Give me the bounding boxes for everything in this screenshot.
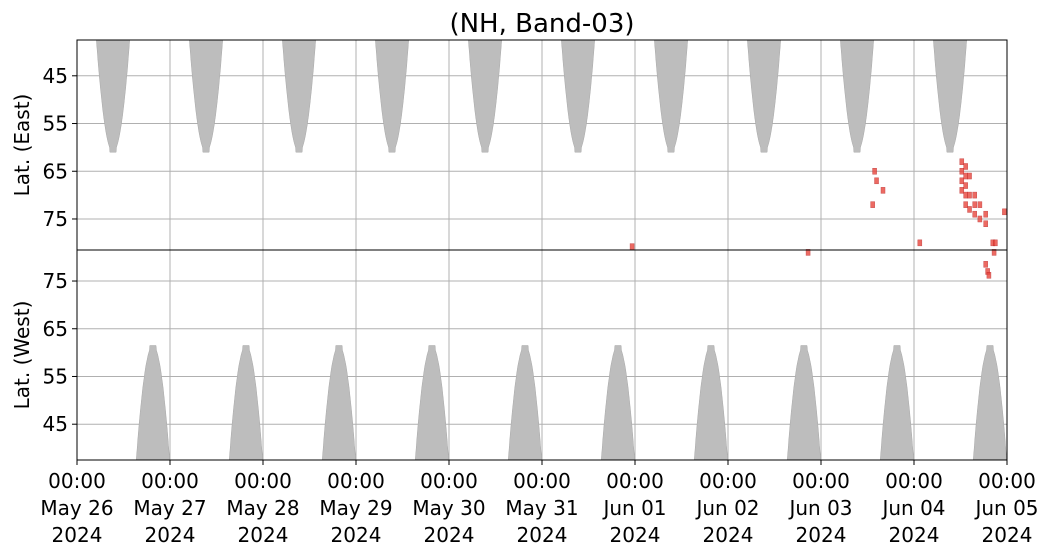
coverage-gap	[189, 39, 223, 153]
x-tick-label: 00:00	[420, 469, 478, 493]
coverage-gap	[375, 39, 409, 153]
coverage-gap	[880, 345, 914, 461]
x-tick-label: May 28	[226, 496, 299, 520]
event	[967, 172, 972, 180]
x-tick-label: 2024	[796, 523, 847, 547]
event	[983, 261, 988, 268]
y-tick-label: 65	[43, 159, 68, 183]
coverage-gap	[973, 345, 1007, 461]
x-tick-label: 2024	[424, 523, 475, 547]
x-tick-label: 2024	[52, 523, 103, 547]
x-tick-label: 00:00	[978, 469, 1036, 493]
event	[963, 191, 968, 199]
x-tick-label: Jun 04	[880, 496, 945, 520]
x-tick-label: Jun 05	[973, 496, 1038, 520]
event	[872, 168, 877, 175]
event	[629, 243, 635, 250]
coverage-gap	[96, 39, 130, 153]
coverage-gap	[282, 39, 316, 153]
event	[917, 239, 923, 247]
event	[967, 206, 972, 213]
x-tick-label: 00:00	[885, 469, 943, 493]
coverage-gap	[933, 39, 967, 153]
x-tick-label: 00:00	[513, 469, 571, 493]
event	[983, 210, 988, 218]
x-tick-label: May 31	[505, 496, 578, 520]
coverage-gap	[229, 345, 263, 461]
coverage-gap	[415, 345, 449, 461]
x-tick-label: May 29	[319, 496, 392, 520]
y-axis-label: Lat. (East)	[10, 94, 34, 197]
event	[986, 272, 992, 279]
coverage-gap	[694, 345, 728, 461]
event	[1002, 208, 1007, 216]
coverage-gap	[136, 345, 170, 461]
x-tick-label: 00:00	[48, 469, 106, 493]
coverage-gap	[508, 345, 542, 461]
event	[972, 201, 977, 208]
chart-title: (NH, Band-03)	[449, 9, 634, 39]
y-tick-label: 45	[43, 412, 68, 436]
event	[963, 172, 968, 180]
event	[959, 187, 965, 194]
event	[874, 177, 879, 185]
x-tick-label: Jun 03	[787, 496, 852, 520]
coverage-gap	[747, 39, 781, 153]
coverage-gap	[601, 345, 635, 461]
x-tick-label: 2024	[703, 523, 754, 547]
y-tick-label: 65	[43, 317, 68, 341]
x-tick-label: May 27	[133, 496, 206, 520]
x-tick-label: 2024	[331, 523, 382, 547]
x-tick-label: 2024	[982, 523, 1033, 547]
y-axis-label: Lat. (West)	[10, 301, 34, 410]
event	[959, 158, 965, 165]
coverage-gap	[322, 345, 356, 461]
event	[993, 239, 998, 247]
x-tick-label: 00:00	[327, 469, 385, 493]
coverage-gap	[468, 39, 502, 153]
event	[880, 187, 886, 194]
y-tick-label: 75	[43, 269, 68, 293]
x-tick-label: 00:00	[792, 469, 850, 493]
x-tick-label: 00:00	[234, 469, 292, 493]
event	[972, 191, 977, 199]
x-tick-label: 2024	[145, 523, 196, 547]
event	[959, 168, 965, 175]
event	[977, 201, 983, 208]
x-tick-label: 2024	[610, 523, 661, 547]
event	[963, 201, 968, 208]
event	[991, 249, 997, 256]
x-tick-label: 2024	[238, 523, 289, 547]
event	[870, 201, 875, 208]
event	[972, 210, 977, 218]
event	[805, 249, 811, 256]
x-tick-label: May 26	[40, 496, 113, 520]
y-tick-label: 55	[43, 112, 68, 136]
event	[963, 163, 968, 170]
x-tick-label: 00:00	[606, 469, 664, 493]
event	[959, 177, 965, 185]
coverage-gap	[840, 39, 874, 153]
x-tick-label: 2024	[517, 523, 568, 547]
x-tick-label: May 30	[412, 496, 485, 520]
coverage-gap	[561, 39, 595, 153]
coverage-gap	[787, 345, 821, 461]
y-tick-label: 75	[43, 207, 68, 231]
event	[967, 191, 972, 199]
x-tick-label: Jun 01	[601, 496, 666, 520]
coverage-gap	[654, 39, 688, 153]
event	[963, 182, 968, 189]
y-tick-label: 55	[43, 364, 68, 388]
event	[977, 215, 983, 223]
x-tick-label: 2024	[889, 523, 940, 547]
event	[983, 220, 988, 227]
x-tick-label: Jun 02	[694, 496, 759, 520]
x-tick-label: 00:00	[141, 469, 199, 493]
x-tick-label: 00:00	[699, 469, 757, 493]
y-tick-label: 45	[43, 64, 68, 88]
